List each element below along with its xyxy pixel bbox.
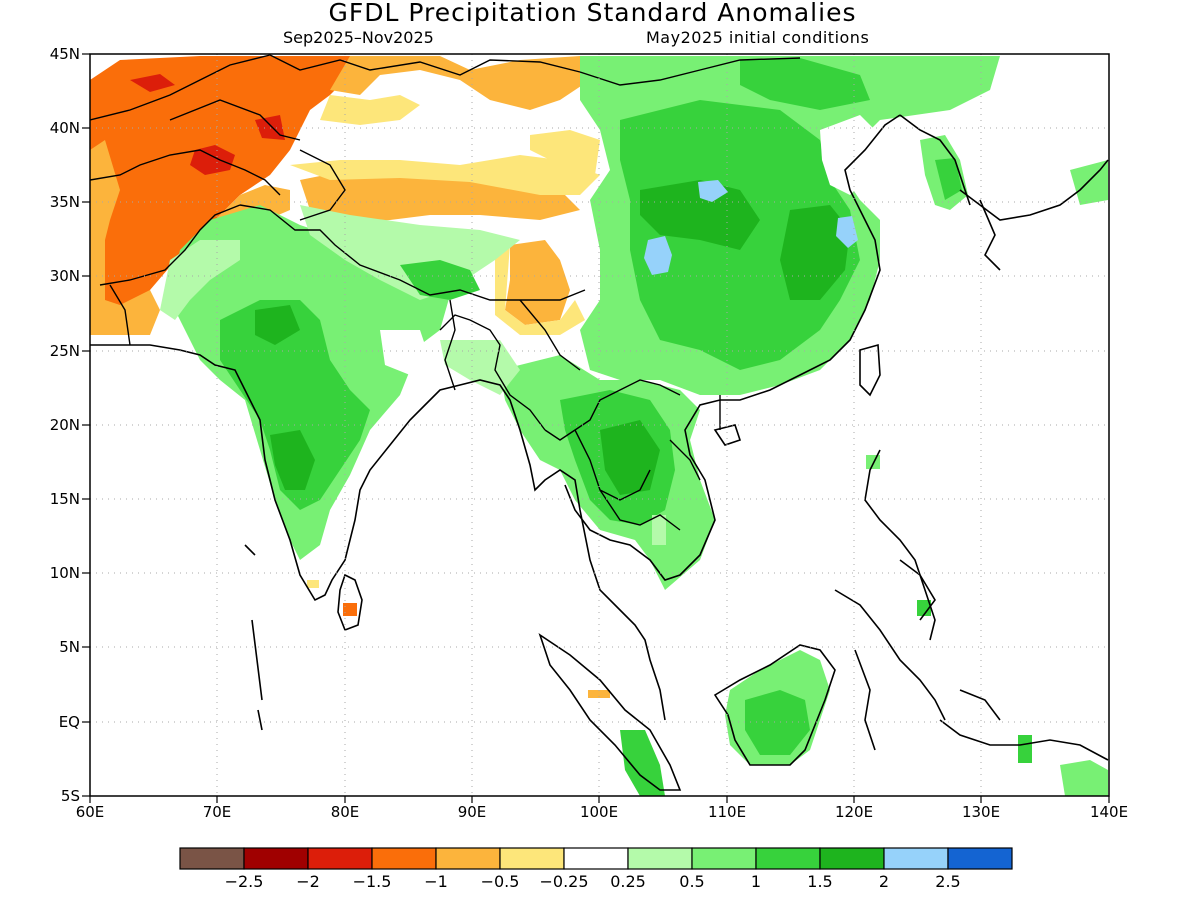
anomaly-region-tarim-yellow	[320, 95, 420, 125]
colorbar-swatch	[307, 847, 373, 870]
x-tick-label: 120E	[834, 803, 874, 821]
colorbar-swatch	[819, 847, 885, 870]
anomaly-region-borneo-core	[745, 690, 810, 755]
x-tick-label: 140E	[1089, 803, 1129, 821]
anomaly-region-sulawesi	[1018, 735, 1032, 763]
anomaly-region-india-core-3	[255, 305, 300, 345]
colorbar-label: −1	[424, 872, 448, 891]
anomaly-region-tibet-yellow	[290, 155, 600, 195]
anomaly-region-tibet-yellow-2	[530, 130, 600, 175]
anomaly-region-sumatra-south	[620, 730, 665, 796]
anomaly-region-qinghai	[698, 180, 728, 202]
colorbar-swatch	[883, 847, 949, 870]
anomaly-region-sichuan	[644, 236, 672, 275]
tick-marks	[82, 53, 1110, 803]
anomaly-region-myanmar-west	[440, 340, 520, 395]
y-tick-label: 20N	[49, 416, 80, 434]
y-tick-label: 30N	[49, 267, 80, 285]
x-tick-label: 60E	[75, 803, 105, 821]
colorbar-label: −2.5	[224, 872, 264, 891]
anomaly-region-red-core	[190, 145, 235, 175]
colorbar-swatch	[179, 847, 245, 870]
colorbar-label: −0.5	[480, 872, 520, 891]
y-tick-label: 10N	[49, 564, 80, 582]
colorbar-swatch	[435, 847, 501, 870]
colorbar-label: 1.5	[807, 872, 833, 891]
colorbar-swatch	[563, 847, 629, 870]
anomaly-region-korea-core	[935, 158, 962, 200]
y-tick-label: 45N	[49, 45, 80, 63]
country-borders	[90, 54, 801, 531]
x-tick-label: 70E	[202, 803, 232, 821]
colorbar-swatch	[243, 847, 309, 870]
colorbar-swatch	[691, 847, 757, 870]
anomaly-region-red-core-2	[130, 74, 175, 92]
graticule	[90, 54, 1109, 796]
anomaly-region-north-china-white	[820, 115, 880, 195]
anomaly-region-bangladesh-white	[380, 330, 430, 375]
y-tick-label: 35N	[49, 193, 80, 211]
colorbar-label: 0.5	[679, 872, 705, 891]
anomaly-region-india-north-light	[160, 240, 240, 320]
anomaly-region-tarim	[330, 56, 590, 110]
colorbar	[179, 847, 1013, 870]
anomaly-region-china-core-3	[780, 205, 850, 300]
colorbar-swatch	[947, 847, 1013, 870]
anomaly-region-philippines	[866, 455, 880, 469]
x-tick-label: 130E	[961, 803, 1001, 821]
x-tick-label: 80E	[330, 803, 360, 821]
anomaly-region-iran-fringe	[90, 140, 160, 335]
colorbar-swatch	[371, 847, 437, 870]
y-tick-label: 40N	[49, 119, 80, 137]
colorbar-label: 1	[750, 872, 762, 891]
anomaly-region-se-tibet	[505, 240, 570, 325]
anomaly-region-sri-lanka	[343, 603, 357, 616]
anomaly-region-sri-lanka-fringe	[307, 580, 319, 588]
map-title: GFDL Precipitation Standard Anomalies	[328, 0, 857, 27]
colorbar-label: 0.25	[610, 872, 646, 891]
colorbar-label: −0.25	[539, 872, 589, 891]
x-tick-label: 110E	[707, 803, 747, 821]
colorbar-swatch	[499, 847, 565, 870]
anomaly-region-mindanao	[917, 600, 931, 616]
anomaly-region-mongolia	[740, 58, 870, 110]
coastlines	[90, 114, 1109, 791]
anomaly-region-indochina-south	[652, 515, 666, 545]
colorbar-label: 2.5	[935, 872, 961, 891]
anomaly-region-papua	[1060, 760, 1108, 796]
initial-conditions: May2025 initial conditions	[646, 28, 870, 47]
colorbar-label: −2	[296, 872, 320, 891]
x-tick-label: 90E	[457, 803, 487, 821]
anomaly-region-laos-core	[600, 420, 660, 495]
colorbar-swatch	[627, 847, 693, 870]
y-tick-label: EQ	[58, 713, 80, 731]
y-tick-label: 25N	[49, 342, 80, 360]
anomaly-region-sumatra-yellow	[588, 690, 610, 698]
x-tick-label: 100E	[579, 803, 619, 821]
anomaly-region-tibet-west	[300, 170, 580, 225]
forecast-period: Sep2025–Nov2025	[283, 28, 434, 47]
colorbar-label: 2	[878, 872, 890, 891]
colorbar-swatch	[755, 847, 821, 870]
anomaly-region-central-asia	[90, 56, 350, 310]
anomaly-region-india-core	[220, 300, 370, 510]
anomaly-region-india-core-2	[270, 430, 315, 490]
y-tick-label: 5S	[60, 787, 80, 805]
colorbar-label: −1.5	[352, 872, 392, 891]
y-tick-label: 5N	[59, 638, 80, 656]
y-tick-label: 15N	[49, 490, 80, 508]
anomaly-region-china-core-2	[640, 180, 760, 250]
anomaly-region-yangtze	[836, 216, 858, 248]
